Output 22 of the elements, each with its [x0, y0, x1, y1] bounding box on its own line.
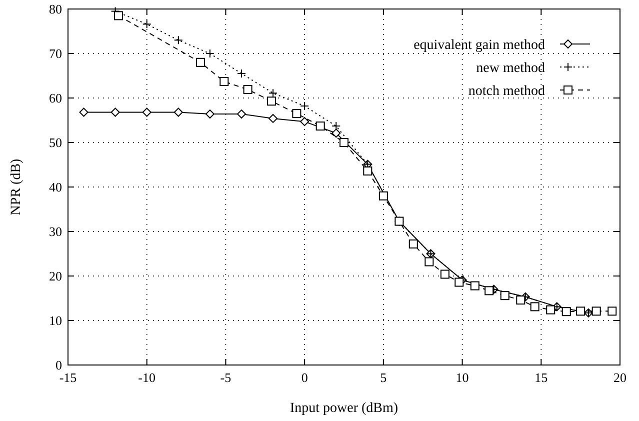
y-tick-label: 30 [49, 224, 62, 239]
x-tick-label: -5 [220, 370, 232, 385]
x-tick-label: 20 [614, 370, 626, 385]
legend-label: equivalent gain method [414, 38, 545, 53]
x-tick-label: -15 [59, 370, 77, 385]
y-tick-label: 60 [49, 90, 62, 106]
legend-label: notch method [468, 84, 545, 99]
x-tick-label: 10 [456, 370, 469, 385]
x-tick-label: 5 [380, 370, 387, 385]
y-tick-label: 40 [49, 180, 62, 194]
y-axis-title: NPR (dB) [9, 158, 24, 216]
x-axis-title: Input power (dBm) [290, 401, 398, 416]
y-tick-label: 50 [49, 135, 62, 150]
y-tick-label: 80 [49, 2, 62, 16]
x-tick-label: 0 [301, 370, 308, 385]
y-tick-label: 0 [56, 358, 62, 372]
y-tick-label: 20 [49, 268, 62, 284]
x-tick-label: -10 [138, 370, 156, 385]
x-tick-label: 15 [534, 370, 548, 385]
y-tick-label: 10 [49, 313, 62, 328]
legend-label: new method [476, 61, 545, 76]
y-tick-label: 70 [49, 46, 62, 61]
